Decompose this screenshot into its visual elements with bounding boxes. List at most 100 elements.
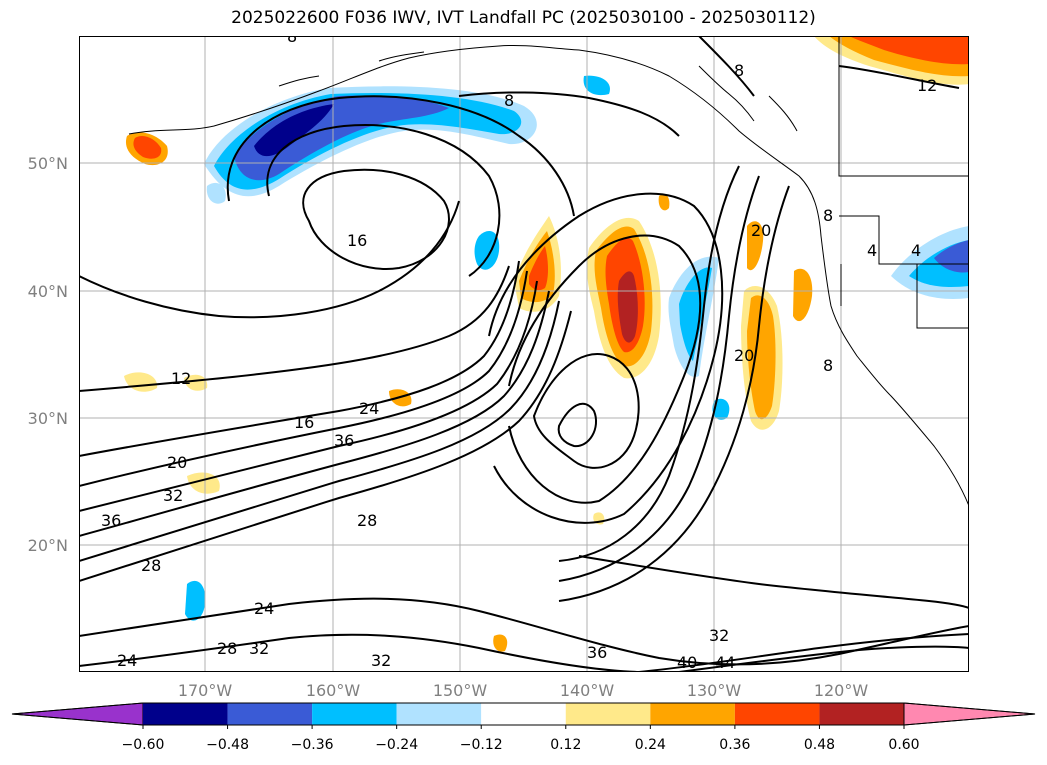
contour-label: 32 — [709, 626, 729, 645]
colorbar-tick-label: −0.60 — [122, 737, 165, 753]
lon-tick-label: 130°W — [687, 681, 742, 700]
contour-labels: 8 8 8 12 16 20 20 16 24 36 20 32 36 28 2… — [101, 36, 937, 672]
colorbar-tick-label: 0.48 — [804, 737, 835, 753]
iwv-contour-line — [79, 300, 560, 562]
colorbar-tick-label: 0.36 — [719, 737, 750, 753]
colorbar-tick-label: −0.48 — [206, 737, 249, 753]
lon-tick-label: 150°W — [433, 681, 488, 700]
coastlines — [128, 36, 969, 507]
iwv-contour-line — [558, 185, 790, 602]
iwv-contour-line — [79, 270, 528, 487]
iwv-contour-line — [79, 265, 510, 392]
contour-label: 24 — [359, 399, 379, 418]
contour-label: 32 — [371, 651, 391, 670]
colorbar-tick-label: 0.12 — [550, 737, 581, 753]
contour-label: 36 — [587, 643, 607, 662]
iwv-contours — [79, 36, 969, 672]
negative-pc-region — [234, 95, 449, 181]
colorbar-segment — [396, 703, 482, 725]
contour-label: 20 — [734, 346, 754, 365]
contour-label: 8 — [823, 206, 833, 225]
lon-tick-label: 120°W — [814, 681, 869, 700]
colorbar-extend-max — [903, 702, 1036, 726]
contour-label: 4 — [911, 241, 921, 260]
contour-label: 28 — [357, 511, 377, 530]
contour-label: 24 — [254, 599, 274, 618]
positive-pc-region — [493, 634, 508, 652]
iwv-contour-line — [558, 175, 760, 582]
lon-tick-label: 140°W — [560, 681, 615, 700]
contour-label: 8 — [734, 61, 744, 80]
iwv-contour-line — [79, 260, 520, 457]
iwv-contour-line — [838, 65, 960, 89]
iwv-contour-line — [638, 633, 969, 672]
positive-pc-region — [747, 221, 764, 271]
negative-pc-region — [583, 75, 610, 96]
positive-pc-region — [849, 36, 969, 65]
iwv-contour-line — [266, 124, 501, 277]
lon-tick-label: 170°W — [178, 681, 233, 700]
negative-pc-region — [474, 231, 500, 270]
colorbar-segment — [650, 703, 735, 725]
ivt-pc-shading — [124, 36, 969, 652]
positive-pc-region — [617, 271, 638, 343]
lat-tick-label: 50°N — [28, 154, 68, 173]
colorbar-segment — [481, 703, 566, 725]
lon-tick-label: 160°W — [306, 681, 361, 700]
positive-pc-region — [793, 268, 813, 322]
positive-pc-region — [747, 295, 776, 420]
iwv-contour-line — [488, 192, 724, 524]
iwv-contour-line — [558, 165, 740, 562]
negative-pc-region — [185, 580, 206, 621]
colorbar-tick-label: −0.12 — [460, 737, 503, 753]
negative-pc-region — [206, 182, 226, 204]
negative-pc-region — [254, 104, 334, 157]
colorbar-outline — [11, 702, 1036, 726]
contour-label: 20 — [167, 453, 187, 472]
positive-pc-region — [184, 374, 208, 391]
iwv-contour-line — [532, 353, 640, 469]
contour-label: 40 — [677, 653, 697, 672]
contour-label: 24 — [117, 651, 137, 670]
contour-label: 32 — [163, 486, 183, 505]
iwv-contour-line — [508, 234, 702, 504]
colorbar-tick-label: −0.24 — [375, 737, 418, 753]
contour-label: 36 — [101, 511, 121, 530]
iwv-contour-line — [79, 310, 572, 582]
colorbar-extend-min — [11, 702, 144, 726]
chart-title: 2025022600 F036 IWV, IVT Landfall PC (20… — [231, 8, 816, 28]
lat-tick-label: 20°N — [28, 536, 68, 555]
contour-label: 28 — [141, 556, 161, 575]
contour-label: 28 — [217, 639, 237, 658]
colorbar-tick-label: 0.60 — [888, 737, 919, 753]
colorbar-segment — [565, 703, 651, 725]
iwv-contour-line — [458, 91, 680, 137]
colorbar-segment — [227, 703, 313, 725]
contour-label: 12 — [917, 76, 937, 95]
iwv-contour-line — [79, 200, 460, 319]
colorbar-segment — [734, 703, 820, 725]
colorbar-segment — [819, 703, 904, 725]
contour-label: 32 — [249, 639, 269, 658]
contour-label: 8 — [504, 91, 514, 110]
lat-tick-label: 40°N — [28, 282, 68, 301]
colorbar-segment — [312, 703, 397, 725]
iwv-contour-line — [678, 645, 969, 672]
map-panel: 8 8 8 12 16 20 20 16 24 36 20 32 36 28 2… — [79, 36, 969, 672]
iwv-contour-line — [578, 555, 969, 609]
contour-label: 20 — [751, 221, 771, 240]
positive-pc-region — [529, 246, 548, 291]
contour-label: 8 — [287, 36, 297, 46]
iwv-contour-line — [698, 36, 755, 97]
map-frame — [79, 36, 969, 672]
contour-label: 12 — [171, 369, 191, 388]
iwv-contour-line — [557, 402, 597, 448]
contour-label: 36 — [334, 431, 354, 450]
colorbar-tick-label: −0.36 — [291, 737, 334, 753]
iwv-contour-line — [226, 95, 575, 217]
contour-label: 16 — [294, 413, 314, 432]
iwv-contour-line — [79, 290, 550, 537]
colorbar-tick-label: 0.24 — [635, 737, 666, 753]
positive-pc-region — [133, 136, 162, 159]
iwv-contour-line — [79, 597, 969, 666]
